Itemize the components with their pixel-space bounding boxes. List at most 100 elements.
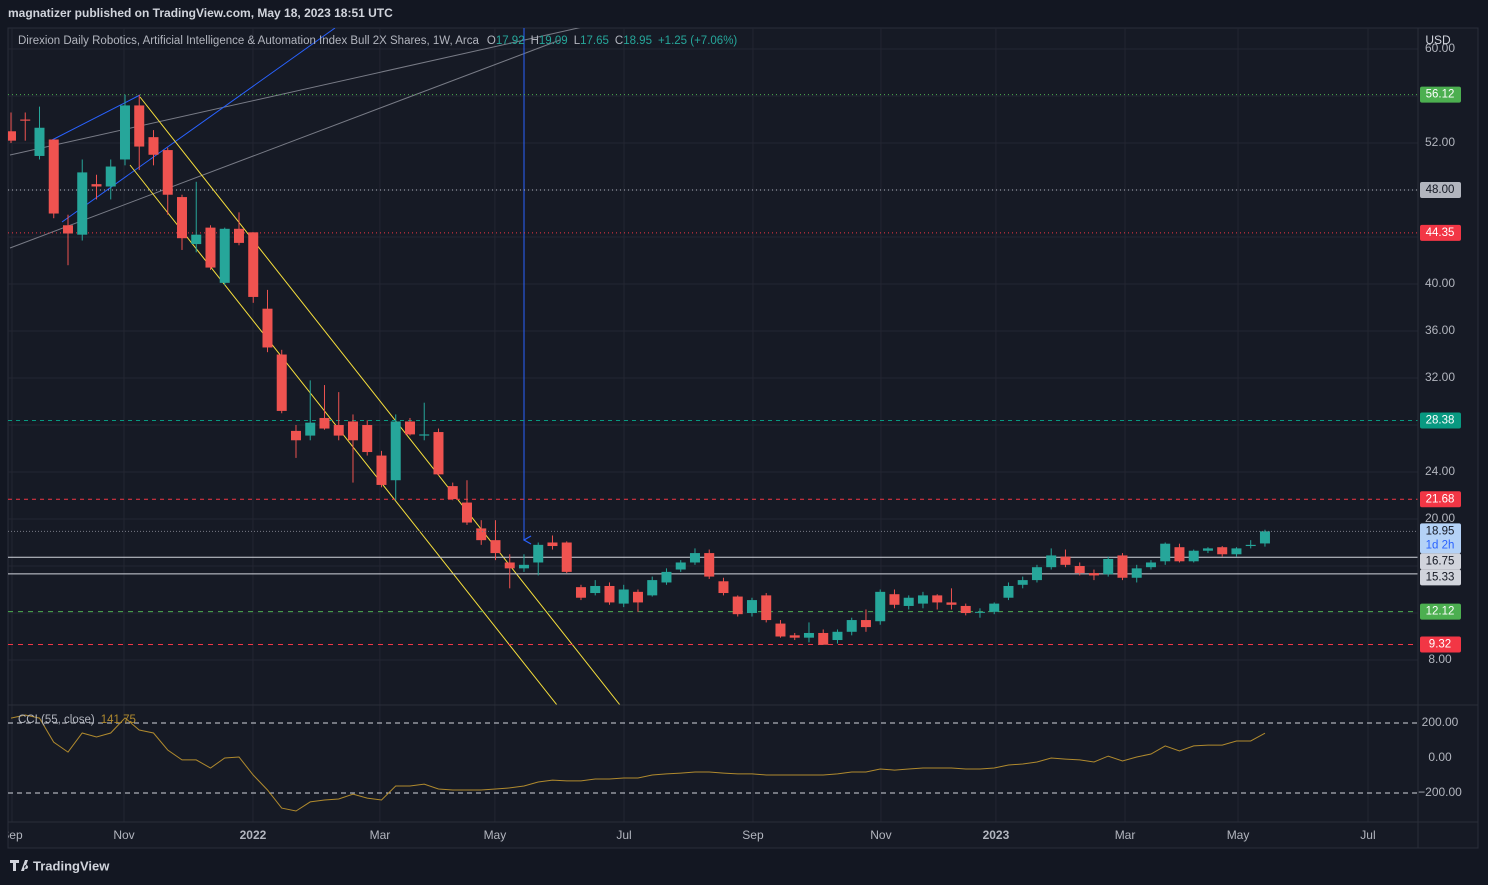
x-tick-label: 2023 xyxy=(983,828,1010,842)
symbol-legend: Direxion Daily Robotics, Artificial Inte… xyxy=(18,35,737,47)
x-tick-label: Mar xyxy=(370,828,391,842)
ohlc-value: 17.65 xyxy=(580,35,609,47)
candle-body xyxy=(818,632,829,645)
price-label: 9.32 xyxy=(1429,639,1451,651)
candle-body xyxy=(860,620,871,628)
candle-body xyxy=(618,589,629,604)
candle-body xyxy=(1117,555,1128,578)
candle-body xyxy=(1046,555,1057,568)
trend-line xyxy=(139,96,621,705)
candle-body xyxy=(390,421,401,481)
candle-body xyxy=(1231,548,1242,555)
price-label-box xyxy=(1420,569,1461,586)
time-axis: Sep Nov 2022 Mar May Jul Sep Nov 2023 Mar May Jul xyxy=(1,828,1376,842)
candle-body xyxy=(419,434,430,436)
candle-body xyxy=(20,119,31,121)
candle-body xyxy=(262,308,273,348)
price-label: 28.38 xyxy=(1426,415,1455,427)
candle-body xyxy=(832,631,843,641)
x-tick-label: 2022 xyxy=(240,828,267,842)
candle-body xyxy=(119,105,130,160)
ohlc-value: 19.09 xyxy=(539,35,568,47)
candle-body xyxy=(290,430,301,441)
price-label-box xyxy=(1420,523,1461,554)
candle-body xyxy=(718,581,729,594)
x-tick-label: May xyxy=(484,828,507,842)
y-tick-label: 60.00 xyxy=(1425,41,1455,55)
candle-body xyxy=(1245,544,1256,547)
candle-body xyxy=(1103,558,1114,575)
candle-body xyxy=(319,417,330,429)
ohlc-value: 18.95 xyxy=(623,35,652,47)
y-tick-label: 52.00 xyxy=(1425,135,1455,149)
y-tick-label: 24.00 xyxy=(1425,464,1455,478)
price-label-box xyxy=(1420,636,1461,653)
price-label: 16.75 xyxy=(1426,555,1455,567)
candle-body xyxy=(476,528,487,541)
price-label: 18.95 xyxy=(1426,525,1455,537)
price-label-box xyxy=(1420,86,1461,103)
candle-body xyxy=(1202,548,1213,551)
candle-body xyxy=(1174,547,1185,562)
candle-body xyxy=(376,455,387,485)
candle-body xyxy=(248,232,259,297)
candle-body xyxy=(1188,550,1199,562)
ohlc-key: O xyxy=(487,35,496,47)
candle-body xyxy=(219,228,230,283)
x-tick-label: Sep xyxy=(742,828,764,842)
y-tick-label: 20.00 xyxy=(1425,511,1455,525)
indicator-title: CCI (55, close) xyxy=(18,714,95,726)
candle-body xyxy=(561,542,572,572)
cci-pane xyxy=(8,714,1418,812)
candle-body xyxy=(846,620,857,632)
candle-body xyxy=(8,131,16,141)
x-tick-label: Sep xyxy=(1,828,23,842)
price-label-box xyxy=(1420,553,1461,570)
candle-body xyxy=(946,602,957,605)
x-tick-label: Nov xyxy=(870,828,891,842)
currency: USD xyxy=(1425,33,1451,47)
candle-body xyxy=(276,354,287,411)
price-label: 1d 2h xyxy=(1426,539,1455,551)
price-label-box xyxy=(1420,603,1461,620)
price-label-box xyxy=(1420,491,1461,508)
candle-body xyxy=(91,184,102,187)
candle-body xyxy=(932,595,943,603)
candle-body xyxy=(903,597,914,606)
candle-body xyxy=(433,432,444,475)
candle-body xyxy=(974,611,985,613)
price-label: 56.12 xyxy=(1426,89,1455,101)
candle-body xyxy=(191,234,202,245)
change: +1.25 (+7.06%) xyxy=(658,35,737,47)
candle-body xyxy=(105,166,116,187)
candle-body xyxy=(803,632,814,638)
y-tick-label: −200.00 xyxy=(1418,785,1462,799)
publish-header: magnatizer published on TradingView.com,… xyxy=(8,6,393,20)
candle-body xyxy=(732,596,743,615)
candle-body xyxy=(362,425,373,453)
symbol-title: Direxion Daily Robotics, Artificial Inte… xyxy=(18,35,479,47)
price-pane xyxy=(8,28,1418,705)
ohlc-key: L xyxy=(574,35,581,47)
cci-line xyxy=(10,714,1266,812)
y-tick-label: 200.00 xyxy=(1422,715,1459,729)
candle-body xyxy=(347,421,358,441)
brand-name: TradingView xyxy=(33,858,110,873)
candle-body xyxy=(1031,567,1042,581)
price-label-box xyxy=(1420,224,1461,241)
x-tick-label: Nov xyxy=(113,828,134,842)
price-label: 44.35 xyxy=(1426,227,1455,239)
brand-logo: TradingView xyxy=(10,858,110,873)
candle-body xyxy=(989,603,1000,612)
y-tick-label: 0.00 xyxy=(1428,750,1452,764)
candle-body xyxy=(775,623,786,637)
candle-body xyxy=(305,422,316,436)
candle-body xyxy=(689,553,700,563)
candle-body xyxy=(62,225,73,234)
price-label: 21.68 xyxy=(1426,493,1455,505)
x-tick-label: May xyxy=(1227,828,1250,842)
trend-line xyxy=(9,39,561,249)
price-label: 15.33 xyxy=(1426,571,1455,583)
candle-body xyxy=(547,542,558,547)
x-tick-label: Mar xyxy=(1115,828,1136,842)
